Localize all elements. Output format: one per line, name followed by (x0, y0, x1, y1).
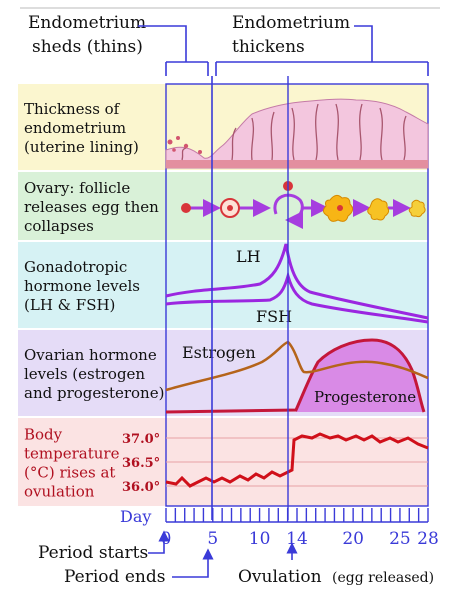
row-label-0-line-2: (uterine lining) (24, 138, 139, 156)
thickens-title-line2: thickens (232, 37, 305, 57)
endometrium-illustration (165, 98, 429, 169)
temp-tick-36: 36.0° (122, 480, 160, 495)
row-label-4-line-3: ovulation (24, 483, 95, 501)
cycle-markers (211, 76, 289, 520)
egg-released-label: (egg released) (332, 570, 434, 586)
row-label-2-line-1: hormone levels (24, 277, 140, 295)
day-tick-label-5: 5 (207, 529, 218, 549)
follicle-sequence (181, 181, 426, 229)
temperature-curve (165, 432, 429, 488)
row-label-3-line-0: Ovarian hormone (24, 346, 157, 364)
period-ends-pointer (172, 548, 214, 578)
lh-curve (165, 243, 429, 320)
sheds-title-line1: Endometrium (28, 13, 146, 33)
day-label: Day (120, 507, 151, 526)
day-tick-label-10: 10 (249, 529, 271, 549)
row-label-1-line-1: releases egg then (24, 198, 159, 216)
period-ends-label: Period ends (64, 567, 165, 587)
period-starts-label: Period starts (38, 543, 148, 563)
progesterone-area (296, 340, 424, 412)
lh-label: LH (236, 247, 261, 266)
row-label-3-line-2: and progesterone) (24, 384, 164, 402)
row-label-4-line-0: Body (24, 426, 63, 444)
thickens-title-line1: Endometrium (232, 13, 350, 33)
row-label-4-line-2: (°C) rises at (24, 464, 115, 482)
temperature-section: 37.0° 36.5° 36.0° (122, 432, 429, 495)
row-label-1-line-0: Ovary: follicle (24, 179, 130, 197)
row-label-1-line-2: collapses (24, 217, 94, 235)
row-label-4-line-1: temperature (24, 445, 120, 463)
temp-tick-365: 36.5° (122, 456, 160, 471)
progesterone-label: Progesterone (314, 388, 416, 406)
day-tick-label-28: 28 (417, 529, 439, 549)
day-tick-label-14: 14 (286, 529, 308, 549)
estrogen-label: Estrogen (182, 343, 256, 362)
day-tick-label-0: 0 (161, 529, 172, 549)
row-label-0-line-1: endometrium (24, 119, 126, 137)
header: Endometrium sheds (thins) Endometrium th… (28, 13, 429, 76)
row-label-2-line-2: (LH & FSH) (24, 296, 115, 314)
estrogen-curve (165, 340, 429, 392)
sheds-title-line2: sheds (thins) (32, 37, 143, 57)
day-tick-label-25: 25 (389, 529, 411, 549)
day-tick-label-20: 20 (342, 529, 364, 549)
bottom-labels: Period starts Period ends Ovulation (egg… (38, 530, 434, 587)
fsh-label: FSH (256, 307, 292, 326)
temp-tick-37: 37.0° (122, 432, 160, 447)
ovarian-hormone-curves: Estrogen Progesterone (165, 338, 429, 414)
day-axis: Day 0 5 10 14 20 25 28 (120, 507, 439, 549)
progesterone-curve (165, 338, 426, 414)
ovulation-label: Ovulation (238, 567, 322, 587)
row-label-2-line-0: Gonadotropic (24, 258, 127, 276)
sheds-bracket (138, 25, 209, 76)
row-label-3-line-1: levels (estrogen (24, 365, 145, 383)
row-label-0-line-0: Thickness of (24, 100, 121, 118)
period-starts-pointer (148, 530, 170, 554)
thickens-bracket (215, 25, 429, 76)
